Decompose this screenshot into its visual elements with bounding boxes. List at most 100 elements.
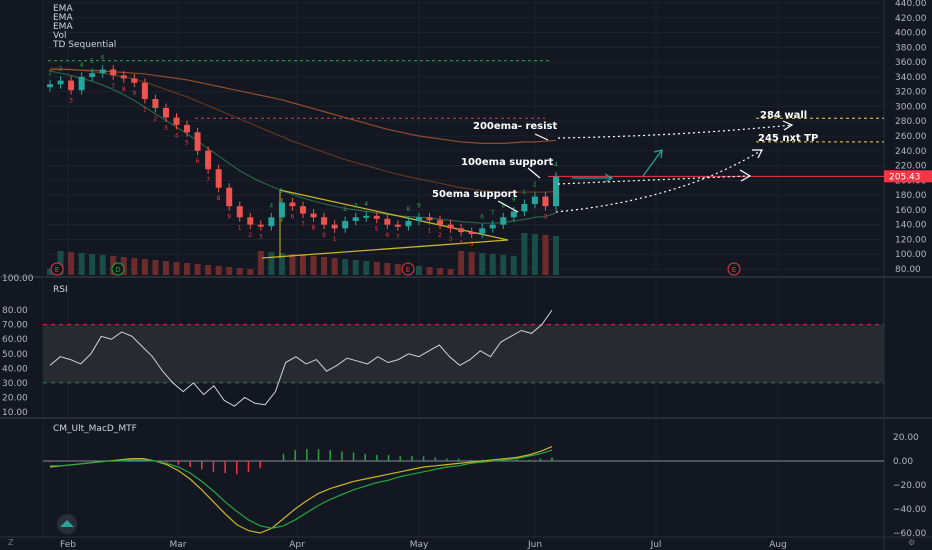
candle-body [289, 202, 296, 207]
td-count: 3 [259, 234, 263, 241]
volume-bar [384, 263, 391, 275]
label-245-tp: 245 nxt TP [758, 133, 818, 144]
time-axis[interactable]: Feb Mar Apr May Jun Jul Aug [60, 540, 787, 550]
settings-icon[interactable]: ⚙ [908, 538, 915, 547]
timezone-toggle[interactable]: Z [8, 538, 14, 547]
price-tick-label: 100.00 [895, 250, 927, 260]
arrow-right-head [604, 173, 614, 183]
td-count: 4 [459, 239, 463, 246]
volume-bar [152, 260, 159, 275]
macd-tick-label: −40.00 [893, 505, 927, 515]
price-tick-label: 260.00 [895, 132, 927, 142]
event-markers: E D E E [50, 262, 741, 276]
volume-bar [510, 256, 517, 275]
rsi-title[interactable]: RSI [53, 285, 68, 295]
td-count: 4 [554, 162, 558, 169]
candle-body [542, 196, 549, 207]
volume-bar [194, 264, 201, 275]
volume-bar [542, 235, 549, 275]
td-count: 8 [312, 225, 316, 232]
macd-title[interactable]: CM_Ult_MacD_MTF [53, 424, 137, 434]
candle-body [184, 124, 191, 133]
td-count: 3 [449, 236, 453, 243]
arrow-100ema [527, 167, 541, 179]
legend-vol[interactable]: Vol [53, 31, 66, 41]
candle-body [553, 176, 559, 207]
earnings-marker[interactable] [50, 262, 64, 276]
rsi-band [43, 324, 884, 383]
legend-ema-2[interactable]: EMA [53, 13, 73, 23]
volume-bar [468, 252, 475, 275]
td-count: 9 [132, 90, 136, 97]
volume-bar [78, 253, 85, 275]
td-count: 7 [111, 83, 115, 90]
volume-bar [437, 268, 444, 275]
legend-ema-3[interactable]: EMA [53, 22, 73, 32]
volume-bar [47, 269, 53, 275]
candlesticks [47, 65, 559, 238]
volume-bar [205, 265, 212, 275]
volume-bar [479, 253, 486, 275]
dividend-marker[interactable] [111, 262, 125, 276]
macd-tick-label: 20.00 [893, 433, 919, 443]
legend-ema-1[interactable]: EMA [53, 4, 73, 14]
td-count: 1 [238, 225, 242, 232]
projection-head-2 [752, 149, 763, 159]
candle-body [257, 224, 264, 227]
triangle-pattern [261, 189, 509, 259]
rsi-tick-label: 100.00 [2, 274, 34, 284]
price-tick-label: 160.00 [895, 206, 927, 216]
td-count: 3 [354, 202, 358, 209]
macd-panel [43, 419, 884, 537]
price-axis[interactable]: 440.00 420.00 400.00 380.00 360.00 340.00 320.… [895, 0, 927, 275]
volume-bar [310, 256, 317, 275]
candle-body [394, 224, 401, 227]
candle-body [278, 202, 285, 218]
current-price-badge [884, 170, 932, 183]
price-tick-label: 220.00 [895, 162, 927, 172]
rsi-axis[interactable]: 100.00 80.00 70.00 60.00 50.00 40.00 30.00 20.0… [2, 274, 34, 418]
volume-bar [268, 252, 275, 275]
volume-bar [173, 262, 180, 275]
rsi-tick-label: 80.00 [2, 306, 28, 316]
volume-bar [458, 251, 465, 275]
td-count: 1 [333, 236, 337, 243]
candle-body [131, 78, 138, 83]
earnings-marker[interactable] [401, 262, 415, 276]
td-count: 1 [48, 69, 52, 76]
candle-body [426, 217, 433, 221]
candle-body [47, 84, 53, 88]
candle-body [226, 187, 233, 207]
volume-bar [415, 266, 422, 275]
volume-bar [184, 263, 191, 275]
projection-path-3 [557, 124, 793, 139]
grid [46, 0, 884, 537]
td-count: 1 [428, 228, 432, 235]
macd-tick-label: 0.00 [893, 457, 913, 467]
volume-bar [531, 234, 538, 275]
time-tick-label: May [410, 540, 429, 550]
volume-bar [131, 258, 138, 275]
candle-body [78, 76, 85, 91]
volume-bar [553, 236, 559, 275]
td-count: 1 [522, 189, 526, 196]
earnings-marker[interactable] [727, 262, 741, 276]
volume-bar [278, 253, 285, 275]
tradingview-logo[interactable] [57, 514, 77, 534]
td-count: 3 [543, 214, 547, 221]
td-count: 2 [59, 66, 63, 73]
macd-tick-label: −20.00 [893, 481, 927, 491]
legend-td-sequential[interactable]: TD Sequential [52, 40, 116, 50]
macd-axis[interactable]: 20.00 0.00 −20.00 −40.00 −60.00 [893, 433, 927, 539]
price-tick-label: 380.00 [895, 43, 927, 53]
td-count: 8 [217, 195, 221, 202]
price-tick-label: 340.00 [895, 73, 927, 83]
td-count: 6 [101, 55, 105, 62]
label-284-wall: 284 wall [760, 110, 807, 121]
ema200-line [50, 68, 557, 144]
candle-body [458, 228, 465, 233]
candle-body [205, 150, 212, 170]
candle-body [110, 69, 117, 76]
earnings-marker-glyph: E [732, 266, 736, 274]
td-count: 5 [185, 140, 189, 147]
